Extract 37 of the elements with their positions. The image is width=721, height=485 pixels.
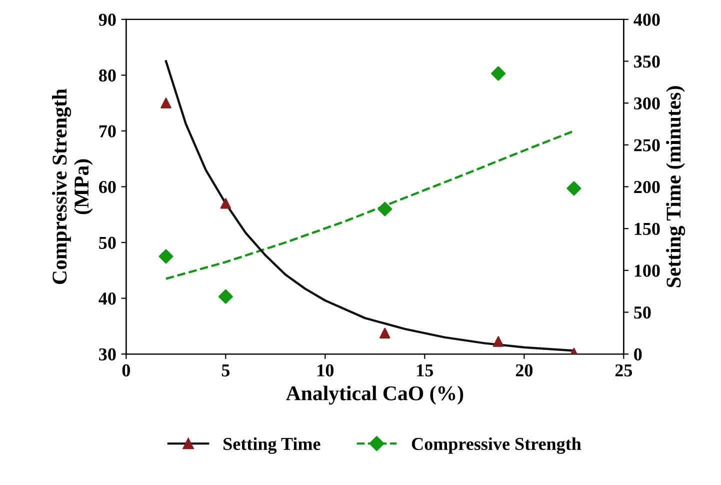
x-tick-label: 20	[516, 364, 533, 376]
y-tick-label: 50	[99, 236, 116, 249]
point	[566, 181, 582, 196]
y2-tick-label: 150	[634, 222, 660, 235]
y-tick-label: 60	[99, 180, 116, 194]
y2-tick-label: 200	[634, 180, 660, 194]
y-axis-title: Compressive Strength (MPa)	[52, 88, 93, 284]
x-tick-label: 5	[222, 364, 230, 376]
point	[218, 289, 233, 304]
legend-label: Compressive Strength	[412, 437, 582, 454]
y2-tick-label: 50	[634, 306, 651, 319]
x-tick-label: 25	[615, 364, 632, 376]
x-tick-label: 10	[318, 364, 334, 376]
point	[491, 66, 506, 81]
point	[220, 198, 232, 209]
y2-tick-label: 250	[634, 139, 660, 152]
y2-tick-label: 400	[634, 14, 660, 26]
y-tick-label: 40	[98, 292, 116, 305]
x-tick-label: 0	[122, 364, 130, 376]
legend-label: Setting Time	[224, 437, 320, 454]
y-tick-label: 30	[99, 348, 116, 360]
x-tick-label: 15	[417, 364, 434, 376]
y-tick-label: 70	[99, 125, 116, 138]
y-tick-label: 80	[99, 69, 116, 82]
y2-axis-title: Setting Time (minutes)	[666, 86, 686, 288]
y2-tick-label: 350	[634, 55, 660, 68]
y2-tick-label: 300	[634, 97, 660, 110]
line-series	[164, 130, 576, 280]
y2-tick-label: 0	[634, 348, 642, 360]
point	[380, 328, 390, 338]
point	[492, 336, 504, 347]
point	[160, 98, 172, 108]
x-axis-title: Analytical CaO (%)	[286, 386, 464, 405]
point	[378, 202, 392, 216]
y2-tick-label: 100	[634, 264, 660, 277]
y-tick-label: 90	[98, 14, 116, 26]
point	[158, 249, 174, 264]
